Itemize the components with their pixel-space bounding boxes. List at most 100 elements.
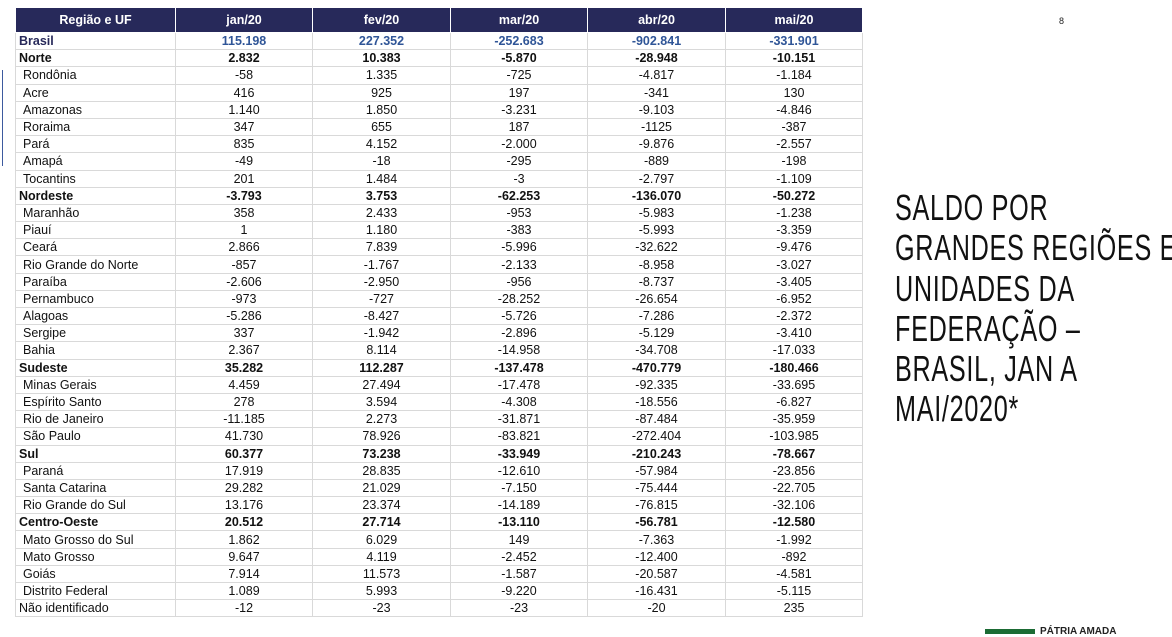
header-cell: abr/20	[587, 7, 726, 33]
row-label: Sudeste	[15, 358, 176, 377]
value-cell: 115.198	[175, 31, 313, 51]
row-label: Santa Catarina	[15, 478, 176, 498]
row-label: Pará	[15, 135, 176, 154]
title-line: BRASIL, JAN A	[895, 348, 1078, 390]
value-cell: 1.862	[175, 530, 313, 549]
value-cell: -2.372	[725, 306, 863, 326]
row-label: Maranhão	[15, 203, 176, 223]
row-label: Rio Grande do Sul	[15, 496, 176, 515]
value-cell: -5.870	[450, 49, 588, 68]
table-row: Não identificado -12 -23 -23 -20 235	[15, 599, 863, 618]
value-cell: 2.367	[175, 341, 313, 360]
value-cell: -137.478	[450, 358, 588, 377]
table-row: Rio Grande do Sul 13.176 23.374 -14.189 -76.…	[15, 496, 863, 515]
value-cell: 358	[175, 203, 313, 223]
table-row: Tocantins 201 1.484 -3 -2.797 -1.109	[15, 169, 863, 188]
table-row: Piauí 1 1.180 -383 -5.993 -3.359	[15, 221, 863, 240]
value-cell: 187	[450, 117, 588, 137]
table-body: Brasil 115.198 227.352 -252.683 -902.841 -331…	[15, 31, 863, 618]
value-cell: -9.220	[450, 581, 588, 601]
data-table: Região e UF jan/20 fev/20 mar/20 abr/20 mai/2…	[15, 7, 863, 618]
value-cell: -2.896	[450, 324, 588, 343]
row-label: Alagoas	[15, 306, 176, 326]
value-cell: -725	[450, 66, 588, 85]
value-cell: -23.856	[725, 461, 863, 480]
value-cell: -198	[725, 152, 863, 171]
logo-text: PÁTRIA AMADA	[1040, 626, 1117, 637]
row-label: Rondônia	[15, 66, 176, 85]
value-cell: -58	[175, 66, 313, 85]
table-row: Mato Grosso 9.647 4.119 -2.452 -12.400 -892	[15, 547, 863, 566]
value-cell: -2.797	[587, 169, 726, 188]
row-label: Ceará	[15, 238, 176, 257]
value-cell: -87.484	[587, 410, 726, 429]
value-cell: 3.594	[312, 392, 451, 412]
row-label: Pernambuco	[15, 289, 176, 309]
value-cell: -7.363	[587, 530, 726, 549]
value-cell: -76.815	[587, 496, 726, 515]
table-row: Pernambuco -973 -727 -28.252 -26.654 -6.952	[15, 289, 863, 309]
table-row: Sergipe 337 -1.942 -2.896 -5.129 -3.410	[15, 324, 863, 343]
value-cell: -2.557	[725, 135, 863, 154]
value-cell: -973	[175, 289, 313, 309]
value-cell: -28.948	[587, 49, 726, 68]
value-cell: -12.610	[450, 461, 588, 480]
value-cell: -341	[587, 83, 726, 102]
value-cell: -383	[450, 221, 588, 240]
value-cell: 60.377	[175, 444, 313, 463]
value-cell: -13.110	[450, 513, 588, 532]
value-cell: 29.282	[175, 478, 313, 498]
table-row: Amapá -49 -18 -295 -889 -198	[15, 152, 863, 171]
value-cell: -4.581	[725, 564, 863, 584]
value-cell: -12	[175, 599, 313, 618]
row-label: Rio de Janeiro	[15, 410, 176, 429]
value-cell: -5.993	[587, 221, 726, 240]
table-row: Paraná 17.919 28.835 -12.610 -57.984 -23.856	[15, 461, 863, 480]
value-cell: -2.452	[450, 547, 588, 566]
value-cell: -3.359	[725, 221, 863, 240]
table-row: Mato Grosso do Sul 1.862 6.029 149 -7.363 -1.…	[15, 530, 863, 549]
value-cell: -7.150	[450, 478, 588, 498]
title-line: UNIDADES DA	[895, 267, 1075, 309]
value-cell: -3.793	[175, 186, 313, 205]
row-label: Goiás	[15, 564, 176, 584]
table-row: Acre 416 925 197 -341 130	[15, 83, 863, 102]
value-cell: -17.033	[725, 341, 863, 360]
value-cell: -387	[725, 117, 863, 137]
value-cell: -470.779	[587, 358, 726, 377]
value-cell: 6.029	[312, 530, 451, 549]
value-cell: -953	[450, 203, 588, 223]
value-cell: -889	[587, 152, 726, 171]
title-line: FEDERAÇÃO –	[895, 307, 1081, 349]
value-cell: 20.512	[175, 513, 313, 532]
value-cell: 27.714	[312, 513, 451, 532]
header-cell: Região e UF	[15, 7, 176, 33]
table-row: Sul 60.377 73.238 -33.949 -210.243 -78.667	[15, 444, 863, 463]
value-cell: 2.866	[175, 238, 313, 257]
value-cell: -5.983	[587, 203, 726, 223]
value-cell: -26.654	[587, 289, 726, 309]
value-cell: -3.405	[725, 272, 863, 291]
value-cell: -12.400	[587, 547, 726, 566]
value-cell: 1.850	[312, 100, 451, 119]
title-line: SALDO POR	[895, 187, 1049, 228]
table-row: Santa Catarina 29.282 21.029 -7.150 -75.444-…	[15, 478, 863, 498]
value-cell: 27.494	[312, 375, 451, 394]
value-cell: -31.871	[450, 410, 588, 429]
value-cell: -857	[175, 255, 313, 274]
value-cell: -32.106	[725, 496, 863, 515]
value-cell: -295	[450, 152, 588, 171]
value-cell: -18	[312, 152, 451, 171]
table-row: Rio Grande do Norte -857 -1.767 -2.133 -8.95…	[15, 255, 863, 274]
value-cell: -103.985	[725, 427, 863, 446]
value-cell: 2.273	[312, 410, 451, 429]
value-cell: 35.282	[175, 358, 313, 377]
value-cell: -22.705	[725, 478, 863, 498]
value-cell: -1.184	[725, 66, 863, 85]
value-cell: -17.478	[450, 375, 588, 394]
value-cell: -3.410	[725, 324, 863, 343]
value-cell: -8.737	[587, 272, 726, 291]
value-cell: -33.695	[725, 375, 863, 394]
row-label: Mato Grosso	[15, 547, 176, 566]
value-cell: -4.308	[450, 392, 588, 412]
